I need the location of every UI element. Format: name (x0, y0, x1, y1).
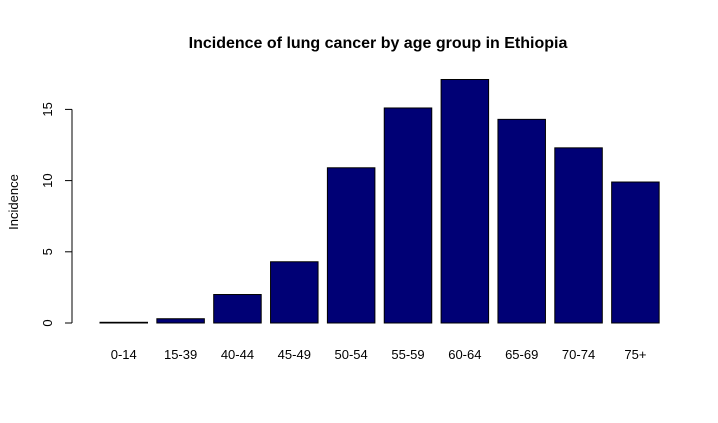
x-tick-label: 40-44 (221, 347, 254, 362)
x-tick-label: 70-74 (562, 347, 595, 362)
y-axis: 0 5 10 15 (40, 102, 73, 327)
bar-50-54 (326, 167, 376, 324)
y-tick-label: 5 (40, 248, 55, 255)
bar-65-69 (497, 118, 546, 324)
y-tick-label: 15 (40, 102, 55, 116)
x-tick-labels: 0-14 15-39 40-44 45-49 50-54 55-59 60-64 65-69 7… (111, 347, 647, 362)
bar-60-64 (440, 78, 490, 324)
bar-55-59 (383, 107, 433, 324)
x-tick-label: 75+ (624, 347, 646, 362)
bar-70-74 (554, 147, 603, 324)
bar-0-14 (99, 321, 148, 324)
x-tick-label: 65-69 (505, 347, 538, 362)
bar-75+ (611, 181, 660, 324)
x-tick-label: 60-64 (448, 347, 481, 362)
bar-15-39 (156, 318, 205, 324)
x-tick-label: 0-14 (111, 347, 137, 362)
x-tick-label: 50-54 (335, 347, 368, 362)
x-tick-label: 55-59 (391, 347, 424, 362)
bar-45-49 (270, 261, 319, 324)
y-tick-label: 10 (40, 173, 55, 187)
x-tick-label: 45-49 (278, 347, 311, 362)
x-tick-label: 15-39 (164, 347, 197, 362)
bars-group (99, 78, 660, 324)
chart-title: Incidence of lung cancer by age group in… (189, 35, 568, 52)
bar-40-44 (213, 294, 262, 324)
y-tick-label: 0 (40, 319, 55, 326)
y-axis-label: Incidence (6, 174, 21, 230)
